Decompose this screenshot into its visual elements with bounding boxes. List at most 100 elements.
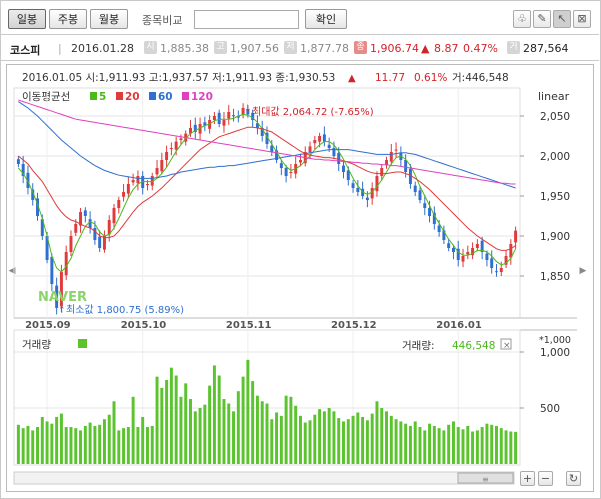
volume-bar — [294, 405, 298, 464]
candle-body — [69, 236, 73, 252]
price-y-ticks: 1,850 1,900 1,950 2,000 2,050 — [520, 111, 570, 283]
volume-bar — [385, 411, 389, 464]
volume-bar — [342, 421, 345, 464]
candle-body — [466, 252, 470, 255]
volume-bar — [308, 420, 312, 464]
candle-body — [150, 176, 154, 186]
volume-bar — [246, 359, 250, 464]
candle-body — [365, 197, 369, 200]
change-value: 8.87 — [434, 42, 459, 55]
candle-body — [442, 230, 446, 240]
scrollbar-thumb[interactable] — [457, 472, 514, 484]
volume-bar — [16, 424, 20, 464]
volume-bar — [394, 419, 398, 464]
volume-bar — [174, 375, 178, 464]
volume-title: 거래량 — [22, 339, 51, 351]
candle-body — [275, 150, 279, 160]
candle-body — [499, 268, 503, 272]
volume-bar — [442, 430, 446, 464]
candle-body — [246, 109, 250, 115]
up-arrow-icon: ▲ — [421, 42, 430, 55]
volume-close-glyph: × — [503, 341, 511, 351]
scroll-right-icon[interactable]: ▶ — [579, 266, 587, 276]
tab-daily[interactable]: 일봉 — [8, 9, 46, 29]
zoom-out-button[interactable]: − — [538, 471, 553, 486]
candle-body — [122, 192, 126, 197]
candle-body — [241, 108, 245, 115]
zoom-in-button[interactable]: + — [520, 471, 535, 486]
x-tick-label: 2015.11 — [226, 320, 272, 331]
volume-bar — [232, 411, 236, 464]
candle-body — [40, 219, 44, 236]
volume-bar — [169, 367, 173, 464]
volume-bar — [404, 423, 408, 464]
volume-bar — [495, 425, 498, 464]
scroll-left-icon[interactable]: ◀ — [8, 266, 16, 276]
candle-body — [313, 140, 317, 144]
candle-body — [370, 188, 374, 199]
info-volume: 거:446,548 — [452, 72, 509, 84]
max-label: 최대값 2,064.72 (-7.65%) — [252, 106, 374, 118]
volume-bar — [322, 411, 326, 464]
candle-body — [232, 115, 236, 117]
candle-body — [45, 236, 49, 260]
candle-body — [337, 152, 341, 164]
tab-weekly[interactable]: 주봉 — [49, 9, 87, 29]
volume-bar — [40, 416, 44, 464]
volume-bar — [346, 419, 350, 464]
volume-icon: 거 — [507, 41, 520, 54]
moving-averages — [18, 99, 517, 273]
candle-body — [475, 244, 479, 248]
volume-tick-label: 1,000 — [540, 347, 570, 359]
compare-input[interactable] — [194, 10, 299, 29]
high-value: 1,907.56 — [230, 42, 279, 55]
candle-body — [490, 258, 494, 268]
fullscreen-icon[interactable]: ⊠ — [573, 10, 591, 28]
refresh-button[interactable]: ↻ — [566, 471, 581, 486]
volume-bar — [45, 421, 49, 464]
volume-bar — [184, 383, 188, 464]
volume-plot-frame — [13, 329, 521, 466]
volume-bar — [112, 401, 116, 464]
volume-tick-label: 500 — [540, 403, 560, 415]
volume-bar — [408, 425, 412, 464]
candle-body — [447, 243, 451, 248]
volume-bar — [356, 412, 360, 464]
open-value: 1,885.38 — [160, 42, 209, 55]
info-line: 2016.01.05 시:1,911.93 고:1,937.57 저:1,911… — [22, 72, 335, 84]
candle-body — [480, 240, 484, 252]
candle-body — [26, 172, 30, 188]
low-value: 1,877.78 — [300, 42, 349, 55]
pencil-icon[interactable]: ✎ — [533, 10, 551, 28]
candle-body — [298, 160, 302, 163]
close-icon: 종 — [354, 41, 367, 54]
candle-body — [380, 168, 384, 176]
volume-bar — [418, 427, 422, 464]
volume-bar — [217, 375, 221, 464]
confirm-button[interactable]: 확인 — [305, 9, 347, 29]
volume-bar — [313, 414, 317, 464]
candle-body — [169, 148, 173, 149]
volume-bar — [88, 422, 92, 464]
bulb-icon[interactable]: ♧ — [513, 10, 531, 28]
index-name: 코스피 — [10, 44, 41, 57]
volume-bar — [380, 408, 384, 464]
legend-swatch-120 — [182, 92, 189, 100]
change-pct: 0.47% — [463, 42, 498, 55]
candle-body — [289, 172, 293, 173]
candle-body — [385, 160, 389, 165]
scrollbar-track[interactable] — [13, 471, 515, 485]
volume-bar — [284, 395, 288, 464]
scale-label[interactable]: linear — [538, 90, 570, 103]
tab-monthly[interactable]: 월봉 — [90, 9, 128, 29]
pointer-icon[interactable]: ↖ — [553, 10, 571, 28]
candle-body — [260, 128, 264, 136]
volume-bar — [126, 427, 130, 464]
y-tick-label: 1,900 — [540, 231, 570, 243]
volume-close-icon[interactable] — [500, 338, 512, 350]
volume-bar — [155, 376, 159, 464]
candle-body — [126, 184, 130, 194]
volume-bar — [59, 413, 63, 464]
candle-body — [322, 134, 326, 142]
volume-bar — [165, 380, 169, 464]
